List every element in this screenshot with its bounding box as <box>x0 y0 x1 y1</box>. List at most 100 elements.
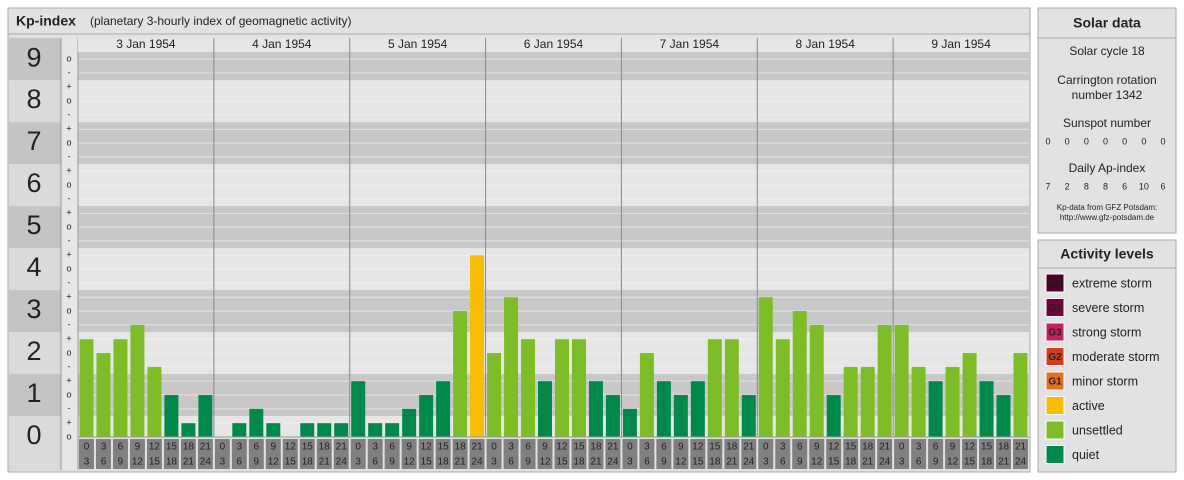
bar <box>419 395 434 437</box>
hour-label: 12 <box>675 457 687 468</box>
bar <box>521 339 536 437</box>
hour-label: 18 <box>455 442 467 453</box>
hour-box <box>996 439 1012 469</box>
hour-label: 18 <box>845 457 857 468</box>
levels-title: Activity levels <box>1060 246 1154 262</box>
y-label-band <box>9 416 61 470</box>
hour-box <box>520 439 536 469</box>
day-label: 8 Jan 1954 <box>796 37 856 51</box>
solar-panel <box>1037 7 1177 234</box>
level-swatch <box>1045 420 1065 440</box>
bar <box>79 339 94 437</box>
hour-label: 15 <box>981 442 993 453</box>
hour-box <box>401 439 417 469</box>
minor-tick-label: o <box>66 431 71 441</box>
level-badge: G1 <box>1048 377 1062 388</box>
hour-label: 0 <box>627 442 633 453</box>
bar <box>860 366 875 437</box>
bar <box>555 339 569 437</box>
bar <box>911 366 926 437</box>
hour-box <box>741 439 757 469</box>
hour-label: 12 <box>947 457 959 468</box>
bar <box>470 255 485 437</box>
bar <box>385 423 400 437</box>
minor-tick-label: + <box>66 418 71 428</box>
hour-box <box>707 439 723 469</box>
hour-label: 24 <box>336 457 348 468</box>
hour-label: 15 <box>964 457 976 468</box>
hour-label: 18 <box>862 442 874 453</box>
hour-label: 9 <box>797 457 803 468</box>
bar <box>792 311 807 437</box>
level-label: minor storm <box>1072 374 1138 388</box>
hour-box <box>231 439 247 469</box>
band <box>78 52 1029 81</box>
hour-label: 21 <box>590 457 602 468</box>
hour-label: 12 <box>828 442 840 453</box>
hour-label: 6 <box>389 442 395 453</box>
hour-label: 3 <box>355 457 361 468</box>
minor-tick-label: + <box>66 334 71 344</box>
minor-tick-label: o <box>66 95 71 105</box>
hour-label: 21 <box>336 442 348 453</box>
y-tick-label: 3 <box>26 294 41 324</box>
hour-label: 3 <box>101 442 107 453</box>
hour-box <box>163 439 179 469</box>
hour-label: 15 <box>573 442 585 453</box>
hour-label: 15 <box>828 457 840 468</box>
bar <box>979 381 994 437</box>
hour-box <box>486 439 502 469</box>
hour-label: 6 <box>508 457 514 468</box>
hour-box <box>452 439 468 469</box>
bar <box>334 423 349 437</box>
hour-label: 9 <box>389 457 395 468</box>
minor-tick-label: - <box>68 193 71 203</box>
bar <box>487 353 502 437</box>
minor-tick-label: - <box>68 151 71 161</box>
minor-tick-label: o <box>66 389 71 399</box>
hour-label: 9 <box>933 457 939 468</box>
hour-box <box>673 439 689 469</box>
bar <box>775 339 790 437</box>
hour-box <box>911 439 927 469</box>
minor-tick-label: o <box>66 179 71 189</box>
minor-tick-label: + <box>66 166 71 176</box>
hour-label: 6 <box>101 457 107 468</box>
sunspot-value: 0 <box>1045 136 1050 146</box>
hour-label: 18 <box>590 442 602 453</box>
day-label: 3 Jan 1954 <box>116 37 176 51</box>
ap-value: 8 <box>1084 181 1089 191</box>
hour-box <box>180 439 196 469</box>
hour-box <box>809 439 825 469</box>
hour-label: 0 <box>763 442 769 453</box>
hour-label: 3 <box>916 442 922 453</box>
hour-label: 6 <box>916 457 922 468</box>
hour-label: 18 <box>438 457 450 468</box>
carrington: Carrington rotation <box>1057 73 1156 87</box>
solar-cycle: Solar cycle 18 <box>1069 44 1145 58</box>
hour-label: 6 <box>237 457 243 468</box>
bar <box>894 324 909 437</box>
bar <box>300 423 315 437</box>
hour-label: 18 <box>709 457 721 468</box>
y-tick-label: 8 <box>26 84 41 114</box>
hour-box <box>79 439 94 469</box>
hour-label: 21 <box>743 442 755 453</box>
hour-label: 24 <box>607 457 619 468</box>
hour-label: 18 <box>998 442 1010 453</box>
hour-label: 6 <box>525 442 531 453</box>
hour-label: 9 <box>271 442 277 453</box>
hour-box <box>129 439 145 469</box>
bar <box>639 353 654 437</box>
hour-label: 18 <box>183 442 195 453</box>
minor-tick-label: + <box>66 250 71 260</box>
bar <box>130 324 145 437</box>
hour-box <box>554 439 570 469</box>
day-header <box>485 38 622 52</box>
hour-label: 9 <box>118 457 124 468</box>
sunspot-value: 0 <box>1160 136 1165 146</box>
solar-title: Solar data <box>1073 15 1141 31</box>
hour-label: 9 <box>406 442 412 453</box>
hour-box <box>860 439 876 469</box>
hour-label: 9 <box>525 457 531 468</box>
